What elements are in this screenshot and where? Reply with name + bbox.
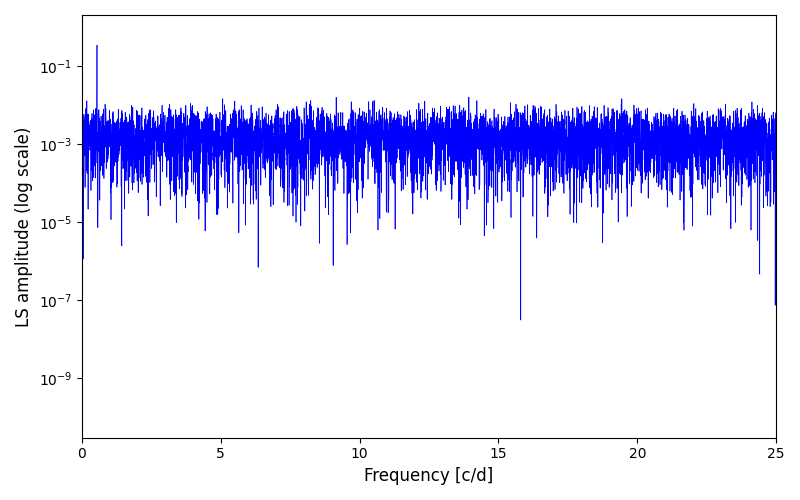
Y-axis label: LS amplitude (log scale): LS amplitude (log scale): [15, 126, 33, 326]
X-axis label: Frequency [c/d]: Frequency [c/d]: [364, 467, 494, 485]
